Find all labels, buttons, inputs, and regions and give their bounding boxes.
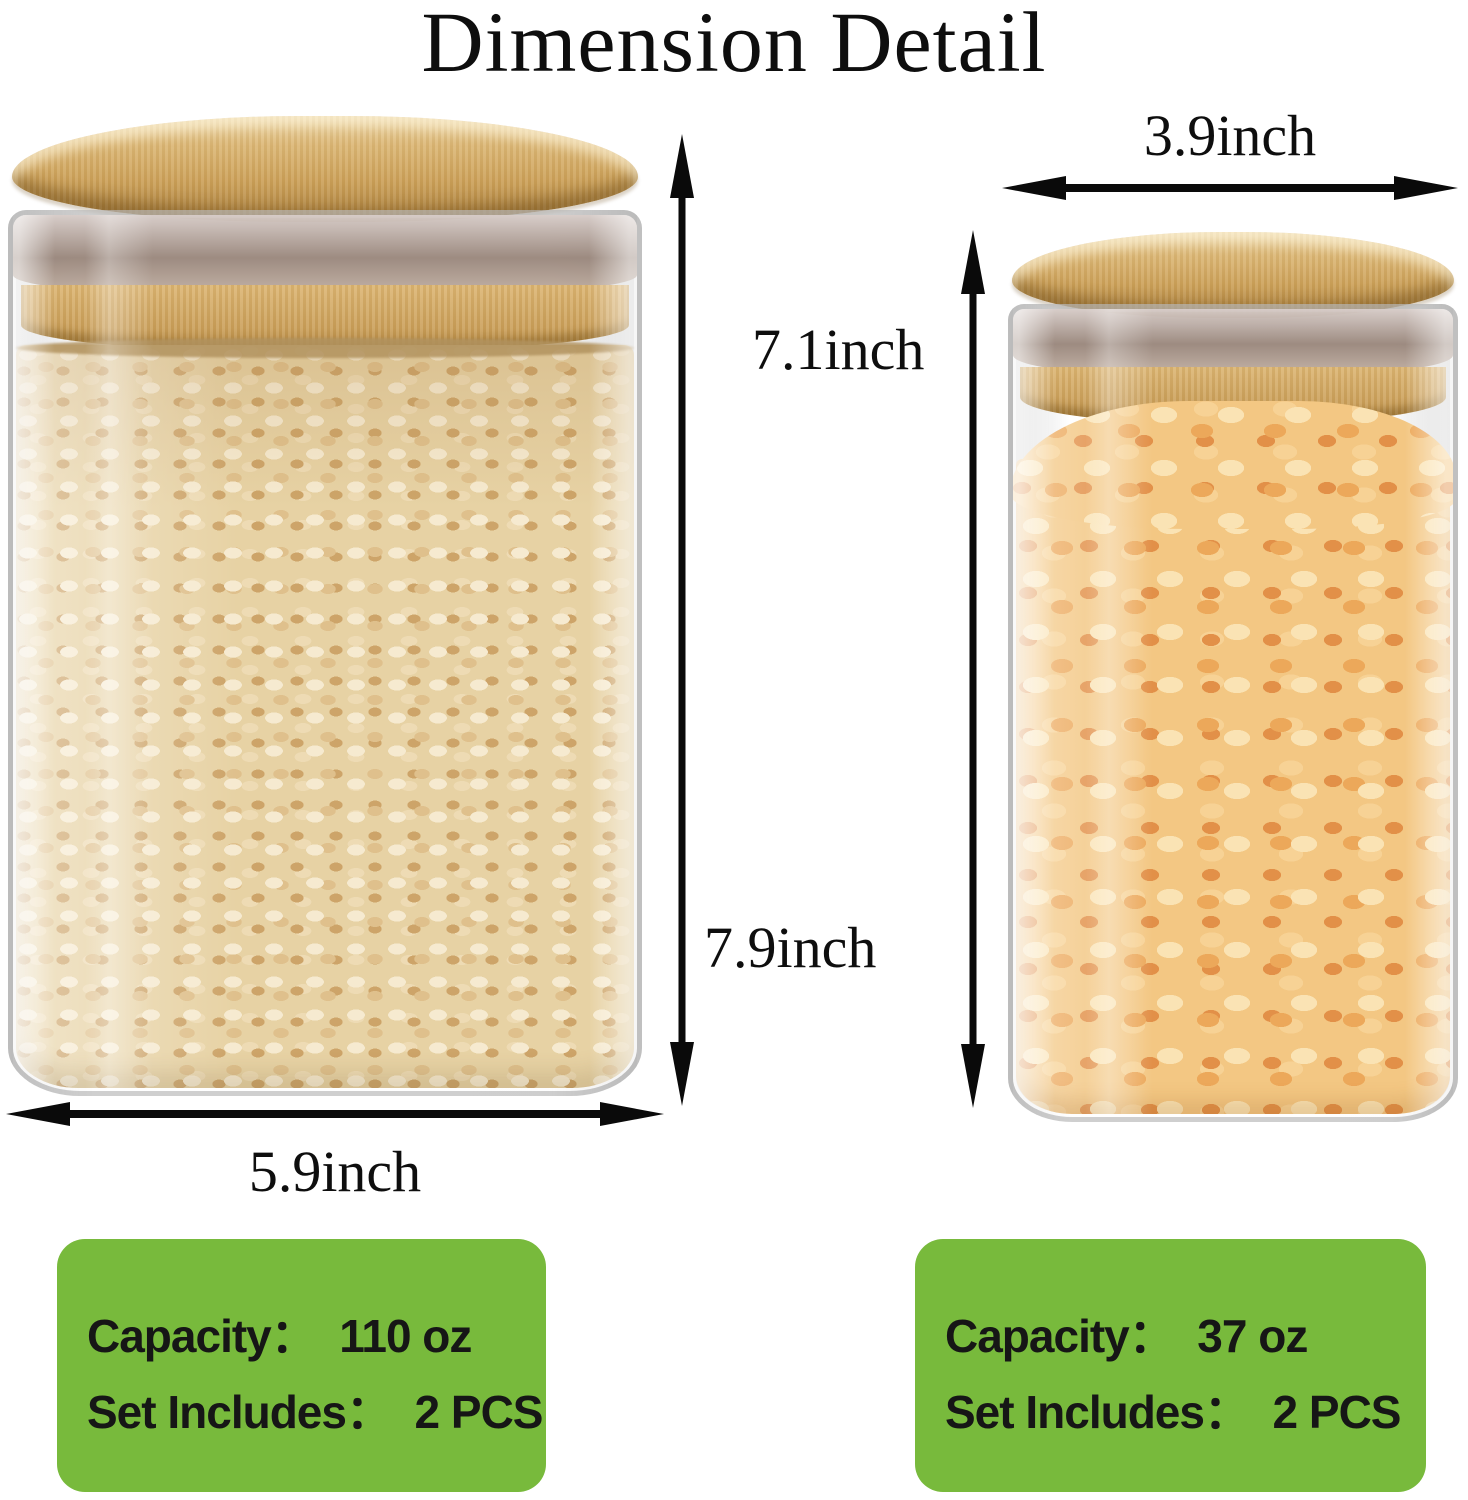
small-jar-width-label: 3.9inch [1143,103,1317,168]
large-jar-oats-contents [16,345,634,1088]
large-jar-capacity-text: Capacity： 110 oz [87,1310,472,1362]
large-jar-glass-body [8,210,642,1096]
small-jar-height-arrow [961,230,985,1108]
small-jar-width-arrow [1002,176,1458,200]
large-jar-height-label: 7.9inch [704,915,877,980]
small-jar-capacity-text: Capacity： 37 oz [945,1310,1308,1362]
large-jar-width-arrow [6,1102,664,1126]
small-jar-height-label: 7.1inch [752,317,925,382]
page-title: Dimension Detail [421,0,1047,90]
small-jar-pasta-contents [1013,401,1453,1114]
small-jar-glass-body [1008,304,1458,1122]
small-jar-set-includes-text: Set Includes： 2 PCS [945,1386,1401,1438]
large-jar-width-label: 5.9inch [248,1139,422,1204]
large-jar-set-includes-text: Set Includes： 2 PCS [87,1386,543,1438]
small-jar-info-card: Capacity： 37 oz Set Includes： 2 PCS [915,1239,1426,1492]
large-jar-lid-seal [13,215,637,293]
small-jar-lid-seal [1013,309,1453,373]
large-jar-info-card: Capacity： 110 oz Set Includes： 2 PCS [57,1239,546,1492]
large-jar [8,114,642,1096]
large-jar-height-arrow [670,134,694,1106]
small-jar [1008,230,1458,1122]
large-jar-bamboo-lid [12,116,638,222]
small-jar-bamboo-lid [1012,232,1454,318]
